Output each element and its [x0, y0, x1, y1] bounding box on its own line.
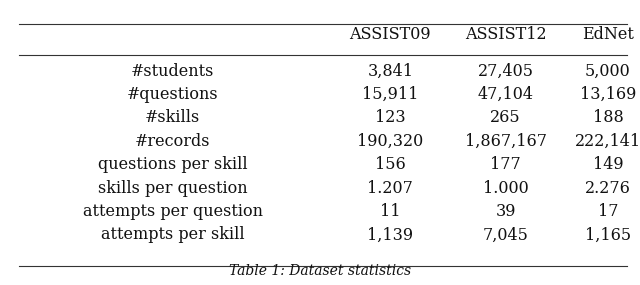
Text: 39: 39	[495, 203, 516, 220]
Text: skills per question: skills per question	[98, 180, 248, 197]
Text: EdNet: EdNet	[582, 26, 634, 43]
Text: 190,320: 190,320	[357, 133, 424, 150]
Text: 149: 149	[593, 156, 623, 173]
Text: 27,405: 27,405	[477, 63, 534, 80]
Text: Table 1: Dataset statistics: Table 1: Dataset statistics	[229, 264, 411, 278]
Text: ASSIST09: ASSIST09	[349, 26, 431, 43]
Text: attempts per skill: attempts per skill	[101, 226, 244, 243]
Text: 17: 17	[598, 203, 618, 220]
Text: 3,841: 3,841	[367, 63, 413, 80]
Text: 1.000: 1.000	[483, 180, 529, 197]
Text: 265: 265	[490, 109, 521, 127]
Text: questions per skill: questions per skill	[98, 156, 248, 173]
Text: 15,911: 15,911	[362, 86, 419, 103]
Text: #skills: #skills	[145, 109, 200, 127]
Text: 156: 156	[375, 156, 406, 173]
Text: 13,169: 13,169	[580, 86, 636, 103]
Text: 5,000: 5,000	[585, 63, 631, 80]
Text: 2.276: 2.276	[585, 180, 631, 197]
Text: 123: 123	[375, 109, 406, 127]
Text: #questions: #questions	[127, 86, 219, 103]
Text: #students: #students	[131, 63, 214, 80]
Text: 1,867,167: 1,867,167	[465, 133, 547, 150]
Text: #records: #records	[135, 133, 211, 150]
Text: 11: 11	[380, 203, 401, 220]
Text: 7,045: 7,045	[483, 226, 529, 243]
Text: 188: 188	[593, 109, 623, 127]
Text: 177: 177	[490, 156, 521, 173]
Text: 1,165: 1,165	[585, 226, 631, 243]
Text: 1,139: 1,139	[367, 226, 413, 243]
Text: attempts per question: attempts per question	[83, 203, 263, 220]
Text: ASSIST12: ASSIST12	[465, 26, 547, 43]
Text: 1.207: 1.207	[367, 180, 413, 197]
Text: 222,141: 222,141	[575, 133, 640, 150]
Text: 47,104: 47,104	[477, 86, 534, 103]
